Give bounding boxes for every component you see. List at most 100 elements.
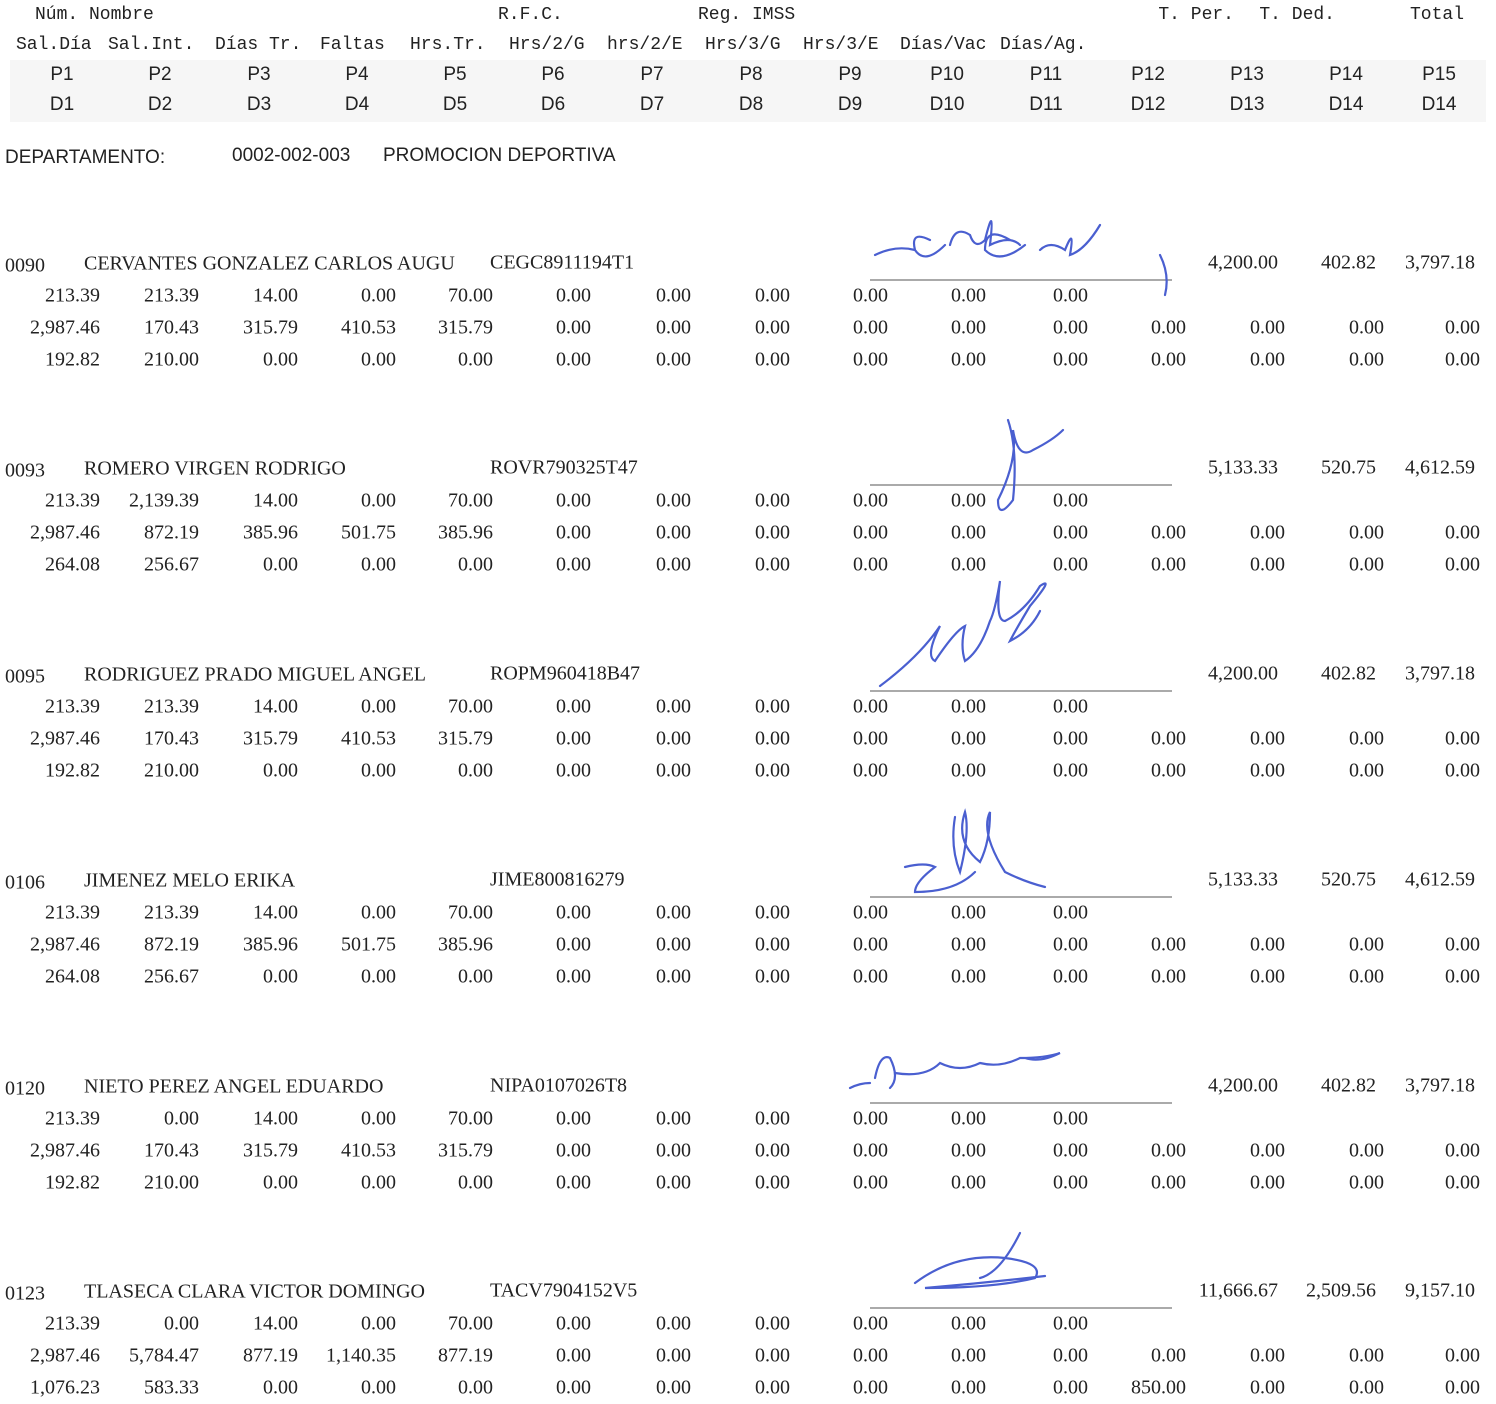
employee-total: 4,612.59: [1405, 457, 1475, 479]
amount: 213.39: [144, 285, 199, 307]
header-label: Total: [1410, 5, 1464, 25]
amount: 0.00: [755, 1313, 790, 1335]
perception-code: P6: [541, 64, 564, 85]
amount: 210.00: [144, 760, 199, 782]
amount: 0.00: [853, 696, 888, 718]
perception-code: P14: [1329, 64, 1363, 85]
amount: 0.00: [1151, 554, 1186, 576]
amount: 315.79: [438, 1140, 493, 1162]
employee-total: 402.82: [1321, 252, 1376, 274]
amount: 0.00: [656, 934, 691, 956]
employee-total: 9,157.10: [1405, 1280, 1475, 1302]
amount: 385.96: [243, 934, 298, 956]
amount: 0.00: [1349, 1377, 1384, 1399]
amount: 0.00: [1053, 1140, 1088, 1162]
amount: 0.00: [1445, 349, 1480, 371]
amount: 0.00: [1151, 728, 1186, 750]
amount: 0.00: [1445, 522, 1480, 544]
deduction-code: D13: [1230, 94, 1265, 115]
perception-code: P9: [838, 64, 861, 85]
amount: 0.00: [1349, 1140, 1384, 1162]
amount: 0.00: [1349, 728, 1384, 750]
amount: 1,076.23: [30, 1377, 100, 1399]
amount: 2,987.46: [30, 934, 100, 956]
amount: 2,987.46: [30, 1140, 100, 1162]
amount: 872.19: [144, 522, 199, 544]
amount: 0.00: [556, 902, 591, 924]
header-label: Núm. Nombre: [35, 5, 154, 25]
amount: 0.00: [458, 1377, 493, 1399]
amount: 213.39: [45, 902, 100, 924]
header-label: R.F.C.: [498, 5, 563, 25]
perception-code: P15: [1422, 64, 1456, 85]
amount: 213.39: [45, 1108, 100, 1130]
amount: 0.00: [1349, 966, 1384, 988]
employee-number: 0123: [5, 1283, 45, 1305]
amount: 872.19: [144, 934, 199, 956]
amount: 0.00: [951, 554, 986, 576]
amount: 0.00: [951, 490, 986, 512]
amount: 210.00: [144, 1172, 199, 1194]
perception-code: P4: [345, 64, 369, 85]
amount: 0.00: [1151, 1172, 1186, 1194]
deduction-code: D10: [930, 94, 965, 115]
amount: 210.00: [144, 349, 199, 371]
employee-total: 4,200.00: [1208, 252, 1278, 274]
amount: 0.00: [1053, 490, 1088, 512]
amount: 14.00: [253, 490, 298, 512]
amount: 0.00: [1349, 1172, 1384, 1194]
amount: 877.19: [438, 1345, 493, 1367]
amount: 0.00: [1349, 317, 1384, 339]
amount: 0.00: [556, 1313, 591, 1335]
amount: 14.00: [253, 1313, 298, 1335]
amount: 0.00: [263, 554, 298, 576]
amount: 0.00: [1349, 554, 1384, 576]
amount: 0.00: [1151, 1140, 1186, 1162]
amount: 0.00: [951, 902, 986, 924]
amount: 0.00: [556, 966, 591, 988]
amount: 0.00: [361, 902, 396, 924]
amount: 0.00: [656, 1345, 691, 1367]
amount: 0.00: [556, 1172, 591, 1194]
amount: 0.00: [1250, 728, 1285, 750]
amount: 70.00: [448, 902, 493, 924]
amount: 264.08: [45, 554, 100, 576]
amount: 0.00: [853, 728, 888, 750]
amount: 0.00: [1151, 1345, 1186, 1367]
amount: 5,784.47: [129, 1345, 199, 1367]
amount: 192.82: [45, 349, 100, 371]
amount: 170.43: [144, 728, 199, 750]
employee-total: 520.75: [1321, 457, 1376, 479]
amount: 0.00: [1349, 934, 1384, 956]
amount: 70.00: [448, 696, 493, 718]
amount: 0.00: [656, 1140, 691, 1162]
amount: 0.00: [656, 490, 691, 512]
amount: 0.00: [853, 317, 888, 339]
amount: 0.00: [1250, 966, 1285, 988]
amount: 14.00: [253, 902, 298, 924]
deduction-code: D9: [838, 94, 862, 115]
amount: 0.00: [1349, 349, 1384, 371]
employee-total: 402.82: [1321, 663, 1376, 685]
deduction-code: D5: [443, 94, 467, 115]
amount: 192.82: [45, 1172, 100, 1194]
amount: 0.00: [755, 902, 790, 924]
amount: 0.00: [1151, 522, 1186, 544]
amount: 213.39: [45, 285, 100, 307]
employee-total: 3,797.18: [1405, 252, 1475, 274]
deduction-code: D14: [1422, 94, 1457, 115]
header-label: Faltas: [320, 35, 385, 55]
amount: 0.00: [853, 285, 888, 307]
amount: 0.00: [1250, 317, 1285, 339]
amount: 0.00: [1053, 934, 1088, 956]
header-label: Hrs/3/G: [705, 35, 781, 55]
amount: 0.00: [263, 760, 298, 782]
perception-code: P5: [443, 64, 466, 85]
amount: 0.00: [458, 760, 493, 782]
amount: 264.08: [45, 966, 100, 988]
amount: 0.00: [656, 522, 691, 544]
amount: 0.00: [263, 1377, 298, 1399]
amount: 501.75: [341, 934, 396, 956]
amount: 315.79: [438, 317, 493, 339]
amount: 14.00: [253, 285, 298, 307]
